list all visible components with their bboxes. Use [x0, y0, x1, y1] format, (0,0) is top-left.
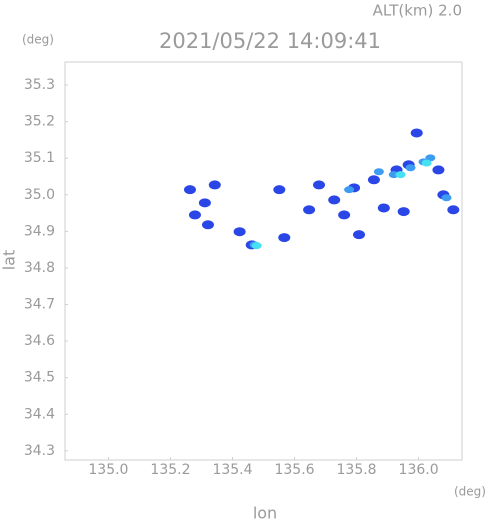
y-tick-label: 34.3 [24, 443, 55, 459]
y-tick-label: 35.1 [24, 150, 55, 166]
y-tick-label: 34.8 [24, 260, 55, 276]
echo-cell [405, 164, 416, 172]
x-tick-label: 135.0 [88, 462, 128, 478]
x-tick-label: 135.6 [274, 462, 314, 478]
echo-cell [183, 185, 196, 195]
echo-cell [313, 180, 326, 190]
echo-cell [278, 233, 291, 243]
x-unit: (deg) [454, 485, 486, 499]
echo-cell [188, 210, 201, 220]
echo-cell [303, 205, 316, 215]
y-tick-label: 35.0 [24, 187, 55, 203]
y-tick-label: 34.6 [24, 333, 55, 349]
x-axis-label: lon [253, 504, 277, 522]
y-tick-label: 35.3 [24, 77, 55, 93]
x-tick-label: 135.4 [212, 462, 252, 478]
echo-cell [208, 180, 221, 190]
x-tick-label: 135.2 [150, 462, 190, 478]
subtitle: ALT(km) 2.0 [373, 2, 462, 20]
chart-title: 2021/05/22 14:09:41 [159, 29, 381, 53]
echo-cell [397, 207, 410, 217]
echo-cell [201, 220, 214, 230]
y-tick-label: 34.9 [24, 223, 55, 239]
echo-cell [441, 194, 452, 202]
echo-cell [367, 175, 380, 185]
echo-cell [233, 227, 246, 237]
echo-cell [273, 185, 286, 195]
plot-frame [64, 61, 463, 461]
echo-cell [344, 186, 355, 194]
echo-cell [377, 203, 390, 213]
y-unit: (deg) [22, 33, 54, 47]
echo-cell [198, 198, 211, 208]
echo-cell [373, 168, 384, 176]
echo-cell [432, 165, 445, 175]
y-tick-label: 34.5 [24, 370, 55, 386]
y-tick-label: 34.7 [24, 297, 55, 313]
echo-cell [447, 205, 460, 215]
echo-cell [421, 159, 432, 167]
echo-cell [251, 242, 262, 250]
echo-cell [328, 195, 341, 205]
y-axis-label: lat [0, 250, 19, 271]
y-tick-label: 35.2 [24, 114, 55, 130]
y-tick-label: 34.4 [24, 406, 55, 422]
echo-cell [338, 210, 351, 220]
x-tick-label: 136.0 [399, 462, 439, 478]
echo-cell [395, 171, 406, 179]
echo-cell [410, 128, 423, 138]
x-tick-label: 135.8 [337, 462, 377, 478]
echo-cell [353, 230, 366, 240]
